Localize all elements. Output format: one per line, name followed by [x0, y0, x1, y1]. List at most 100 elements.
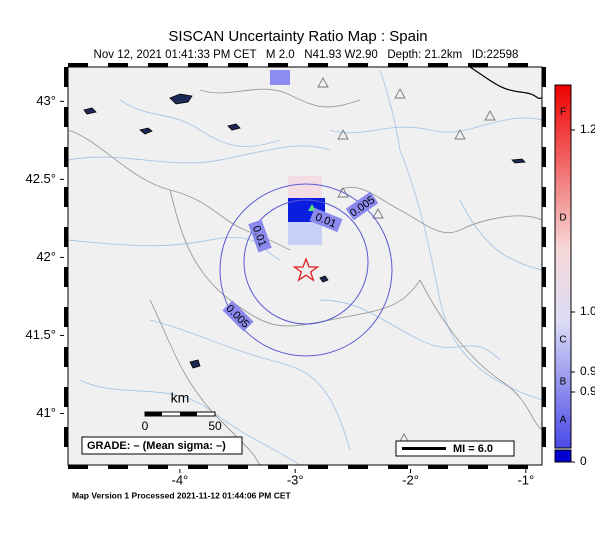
frame-bar — [108, 63, 128, 67]
frame-bar — [542, 347, 546, 367]
contour-outer — [219, 183, 393, 357]
colorbar-grade: B — [560, 377, 567, 388]
lon-label: -2° — [402, 472, 419, 487]
colorbar-value: 1.2 — [580, 122, 595, 136]
frame-bar — [542, 307, 546, 327]
frame-bar — [64, 347, 68, 367]
frame-bar — [542, 387, 546, 407]
frame-bar — [468, 465, 488, 469]
colorbar-min — [554, 449, 572, 463]
scale-title: km — [171, 390, 190, 406]
frame-bar — [508, 465, 528, 469]
frame-bar — [64, 427, 68, 447]
frame-bar — [64, 387, 68, 407]
frame-bar — [228, 63, 248, 67]
lon-label: -1° — [517, 472, 534, 487]
frame-bar — [542, 147, 546, 167]
grade-box — [81, 436, 243, 455]
colorbar-value: 1.0 — [580, 304, 595, 318]
frame-bar — [542, 267, 546, 287]
contour-label-bg — [345, 191, 379, 221]
frame-bar — [188, 63, 208, 67]
lat-label: 43° — [36, 93, 56, 108]
map-subtitle: Nov 12, 2021 01:41:33 PM CET M 2.0 N41.9… — [94, 49, 519, 61]
frame-ticks: 43° 42.5° 42° 41.5° 41° -4° -3° -2° -1° — [25, 63, 546, 487]
contours — [219, 183, 393, 357]
station-active — [308, 204, 316, 211]
lat-label: 42° — [36, 249, 56, 264]
scale-end: 50 — [208, 419, 222, 433]
cell — [288, 176, 322, 198]
frame-bar — [308, 465, 328, 469]
frame-bar — [508, 63, 528, 67]
frame-bar — [64, 307, 68, 327]
frame-bar — [268, 465, 288, 469]
map-background — [68, 67, 542, 465]
lakes — [83, 93, 526, 369]
colorbar-value: 0.9 — [580, 364, 595, 378]
frame-bar — [64, 227, 68, 247]
cell — [288, 222, 322, 245]
colorbar-grade: D — [559, 213, 566, 224]
mi-label: MI = 6.0 — [453, 443, 493, 455]
colorbar-grade: F — [560, 107, 566, 118]
rivers — [67, 69, 543, 466]
frame-bar — [542, 427, 546, 447]
contour-label-bg — [222, 300, 254, 332]
uncertainty-cells — [270, 70, 325, 245]
frame-bar — [68, 63, 88, 67]
frame-bar — [428, 465, 448, 469]
colorbar-grade: C — [559, 335, 566, 346]
contour-label-bg — [309, 207, 343, 233]
cell — [270, 70, 290, 85]
frame-bar — [542, 187, 546, 207]
frame-bar — [542, 107, 546, 127]
frame-bar — [148, 465, 168, 469]
frame-bar — [542, 227, 546, 247]
frame-bar — [64, 107, 68, 127]
lat-label: 41° — [36, 405, 56, 420]
frame-bar — [64, 267, 68, 287]
mi-line — [402, 447, 446, 450]
frame-bar — [228, 465, 248, 469]
frame-bar — [148, 63, 168, 67]
colorbar-gradient — [554, 84, 572, 449]
lat-label: 41.5° — [25, 327, 56, 342]
frame-bar — [108, 465, 128, 469]
footer: Map Version 1 Processed 2021-11-12 01:44… — [72, 490, 292, 500]
epicenter — [292, 257, 320, 282]
frame-bar — [348, 465, 368, 469]
contour-label-bg — [248, 219, 272, 253]
lon-label: -4° — [171, 472, 188, 487]
frame-bar — [64, 147, 68, 167]
frame-bar — [542, 67, 546, 87]
frame-bar — [188, 465, 208, 469]
grade: GRADE: – (Mean sigma: –) — [87, 440, 226, 452]
frame-bar — [388, 63, 408, 67]
frame-bar — [428, 63, 448, 67]
contour-inner — [243, 199, 369, 325]
colorbar-grade: A — [560, 415, 567, 426]
frame-bar — [68, 465, 88, 469]
scale-bar: km 0 50 — [142, 390, 222, 433]
borders — [67, 66, 543, 466]
lat-label: 42.5° — [25, 171, 56, 186]
frame-bar — [308, 63, 328, 67]
frame-bar — [388, 465, 408, 469]
frame-bar — [64, 67, 68, 87]
colorbar-value: 0.9 — [580, 384, 595, 398]
colorbar: F D C B A 1.2 1.0 0.9 0.9 0 — [554, 84, 595, 468]
scale-start: 0 — [142, 419, 149, 433]
frame-bar — [348, 63, 368, 67]
map-frame — [67, 66, 543, 466]
frame-bar — [468, 63, 488, 67]
frame-bar — [268, 63, 288, 67]
map-title: SISCAN Uncertainty Ratio Map : Spain — [168, 28, 427, 45]
mi-box — [395, 440, 515, 457]
lon-label: -3° — [287, 472, 304, 487]
frame-bar — [64, 187, 68, 207]
stations — [317, 77, 496, 444]
colorbar-value: 0 — [580, 454, 587, 468]
